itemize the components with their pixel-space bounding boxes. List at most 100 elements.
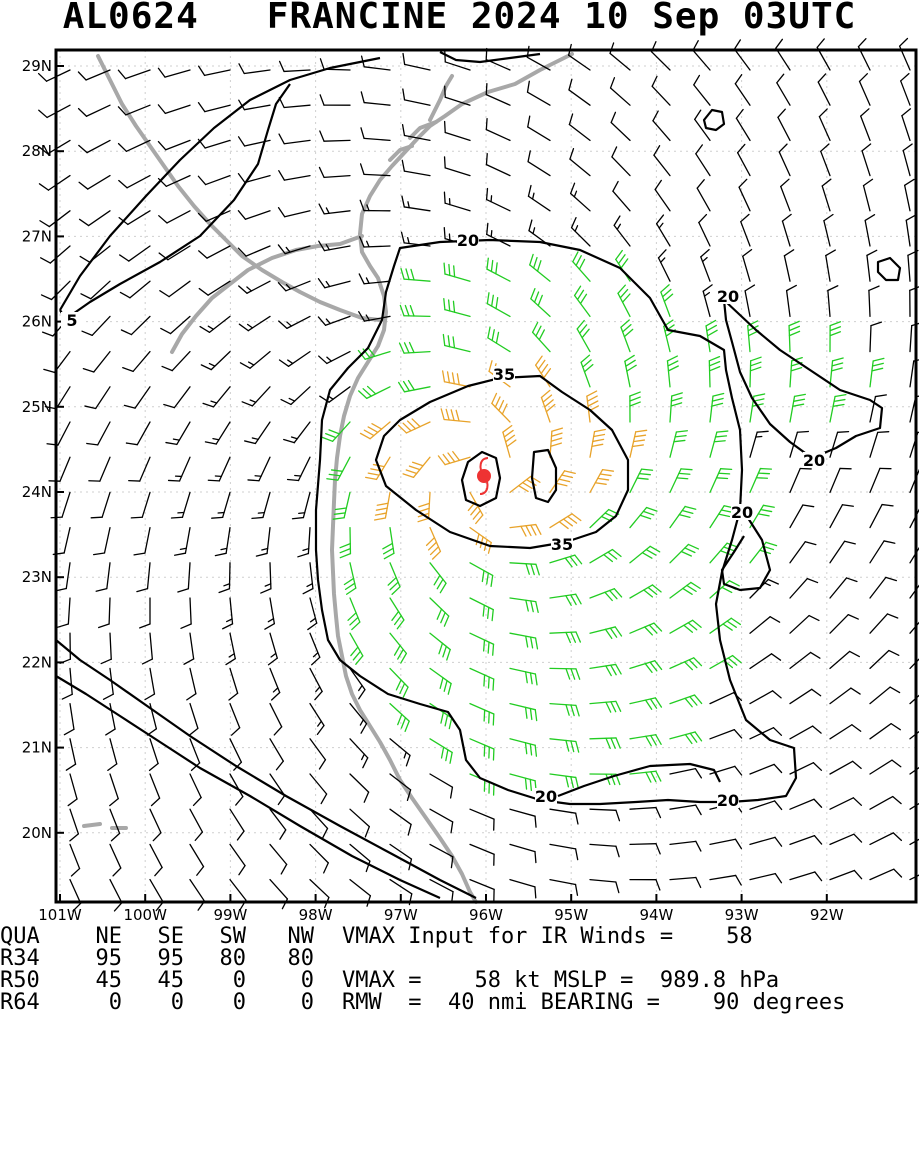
barb-feather bbox=[359, 391, 367, 398]
barb-feather bbox=[158, 68, 165, 77]
barb-feather bbox=[723, 624, 732, 630]
barb-feather bbox=[588, 401, 598, 406]
wind-barb bbox=[750, 874, 781, 883]
barb-feather bbox=[782, 214, 791, 221]
barb-feather bbox=[575, 555, 582, 564]
wind-barb bbox=[550, 428, 562, 457]
header-se: SE bbox=[124, 926, 184, 948]
barb-staff bbox=[150, 633, 152, 659]
barb-feather bbox=[832, 368, 843, 371]
barb-feather bbox=[606, 629, 612, 638]
barb-feather bbox=[443, 646, 446, 656]
wind-barb bbox=[861, 109, 870, 141]
barb-staff bbox=[630, 432, 636, 457]
barb-feather bbox=[814, 836, 821, 844]
barb-feather bbox=[861, 109, 869, 116]
barb-feather bbox=[824, 215, 833, 221]
wind-barb bbox=[238, 211, 270, 219]
barb-staff bbox=[787, 291, 790, 317]
wind-barb bbox=[270, 668, 280, 700]
barb-feather bbox=[774, 728, 782, 736]
wind-barb bbox=[134, 528, 150, 555]
wind-barb bbox=[427, 528, 441, 560]
border-rio-grande bbox=[172, 236, 362, 352]
wind-barb bbox=[310, 704, 324, 735]
barb-staff bbox=[107, 563, 110, 589]
contour-small-ne bbox=[704, 110, 724, 130]
barb-feather bbox=[612, 550, 621, 557]
barb-feather bbox=[327, 357, 331, 361]
barb-feather bbox=[690, 733, 696, 742]
wind-barb bbox=[697, 180, 710, 211]
wind-barb bbox=[830, 322, 840, 352]
barb-staff bbox=[870, 687, 890, 704]
barb-staff bbox=[229, 563, 230, 589]
wind-barb bbox=[550, 704, 579, 716]
barb-staff bbox=[267, 528, 270, 554]
barb-feather bbox=[445, 51, 446, 62]
barb-feather bbox=[728, 658, 736, 665]
barb-feather bbox=[232, 728, 240, 735]
barb-staff bbox=[830, 541, 845, 563]
wind-barb bbox=[298, 528, 310, 557]
barb-staff bbox=[70, 704, 74, 730]
barb-feather bbox=[454, 266, 455, 277]
barb-feather bbox=[442, 747, 444, 758]
barb-feather bbox=[819, 109, 827, 117]
lon-label: 97W bbox=[384, 906, 418, 924]
barb-staff bbox=[126, 140, 150, 151]
barb-feather bbox=[674, 440, 685, 441]
barb-feather bbox=[320, 95, 324, 105]
barb-feather bbox=[320, 59, 324, 69]
barb-feather bbox=[814, 799, 822, 807]
barb-staff bbox=[168, 246, 190, 260]
wind-barb bbox=[510, 880, 536, 898]
barb-feather bbox=[826, 250, 836, 256]
barb-feather bbox=[531, 525, 536, 535]
barb-feather bbox=[200, 327, 209, 333]
barb-feather bbox=[193, 797, 201, 805]
barb-feather bbox=[745, 285, 754, 291]
barb-staff bbox=[190, 668, 196, 693]
lat-label: 20N bbox=[22, 824, 52, 842]
barb-feather bbox=[536, 638, 538, 649]
barb-feather bbox=[332, 470, 343, 471]
barb-feather bbox=[113, 868, 121, 876]
barb-feather bbox=[865, 215, 874, 221]
wind-barb bbox=[89, 457, 110, 481]
barb-feather bbox=[110, 799, 119, 806]
wind-barb bbox=[238, 174, 270, 183]
wind-barb bbox=[64, 704, 74, 735]
barb-feather bbox=[845, 541, 856, 544]
barb-feather bbox=[367, 205, 369, 211]
barb-feather bbox=[526, 707, 527, 718]
barb-feather bbox=[203, 403, 213, 407]
wind-barb bbox=[83, 352, 110, 372]
barb-feather bbox=[265, 584, 271, 586]
barb-feather bbox=[595, 483, 606, 485]
wind-barb bbox=[830, 870, 862, 879]
wind-barb bbox=[350, 633, 363, 664]
barb-staff bbox=[470, 633, 494, 644]
wind-barb bbox=[400, 305, 430, 316]
barb-feather bbox=[709, 362, 719, 366]
wind-barb bbox=[819, 109, 830, 140]
barb-staff bbox=[310, 633, 320, 657]
barb-feather bbox=[87, 443, 98, 444]
barb-feather bbox=[361, 92, 364, 103]
barb-feather bbox=[534, 258, 537, 268]
wind-barb bbox=[590, 844, 619, 856]
barb-staff bbox=[790, 579, 807, 598]
barb-staff bbox=[70, 880, 81, 904]
barb-feather bbox=[651, 736, 656, 746]
wind-barb bbox=[360, 237, 390, 247]
barb-staff bbox=[487, 269, 510, 281]
wind-barb bbox=[101, 633, 111, 663]
barb-staff bbox=[110, 880, 122, 903]
barb-feather bbox=[657, 215, 664, 224]
wind-barb bbox=[166, 422, 190, 444]
barb-feather bbox=[850, 651, 860, 656]
wind-barb bbox=[270, 739, 283, 770]
barb-feather bbox=[322, 437, 332, 441]
wind-barb bbox=[430, 633, 450, 660]
